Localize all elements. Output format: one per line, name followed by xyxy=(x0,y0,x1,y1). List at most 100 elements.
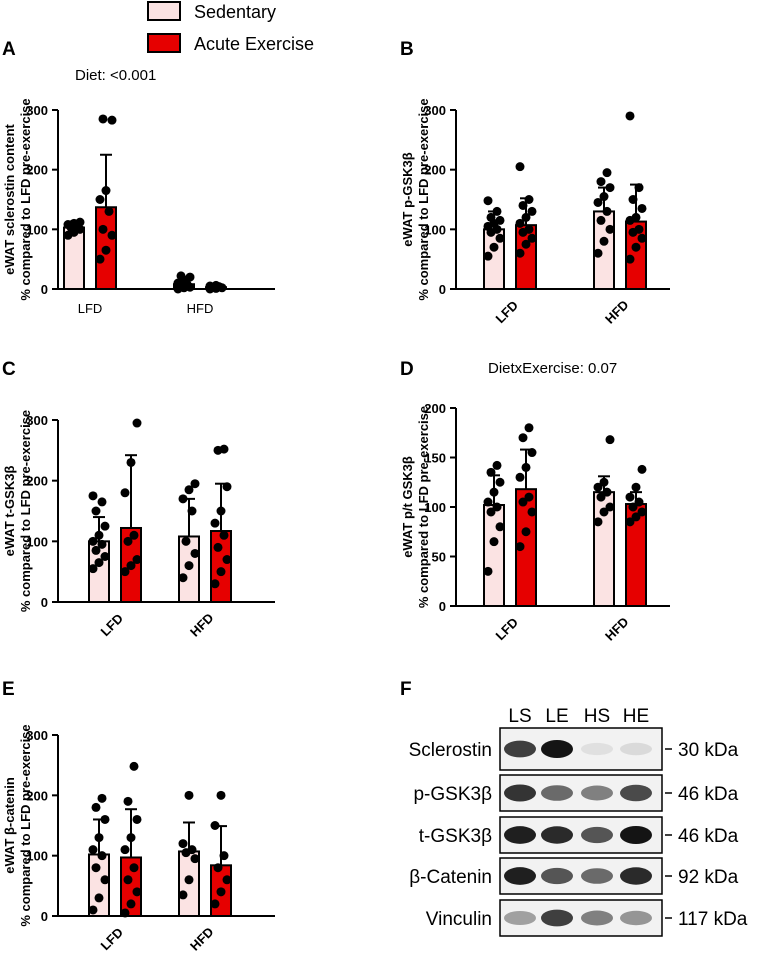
blot-band xyxy=(581,785,613,801)
data-point xyxy=(88,491,98,501)
y-tick-label: 200 xyxy=(26,788,48,803)
data-point xyxy=(98,114,108,124)
kda-label: 117 kDa xyxy=(678,909,748,930)
data-point xyxy=(184,875,194,885)
x-tick-label: HFD xyxy=(187,301,214,316)
y-axis-title: eWAT t-GSK3β xyxy=(2,466,17,557)
data-point xyxy=(631,512,641,522)
y-tick-label: 100 xyxy=(26,534,48,549)
y-tick-label: 0 xyxy=(439,599,446,614)
data-point xyxy=(101,186,111,196)
y-tick-label: 100 xyxy=(424,222,446,237)
x-tick-label: LFD xyxy=(493,615,521,643)
data-point xyxy=(120,845,130,855)
data-point xyxy=(602,168,612,178)
y-tick-label: 200 xyxy=(424,401,446,416)
data-point xyxy=(483,497,493,507)
data-point xyxy=(178,573,188,583)
data-point xyxy=(210,821,220,830)
y-tick-label: 300 xyxy=(424,103,446,118)
data-point xyxy=(91,506,101,516)
y-tick-label: 0 xyxy=(41,909,48,924)
data-point xyxy=(94,833,104,843)
data-point xyxy=(104,206,114,216)
data-point xyxy=(190,548,200,558)
data-point xyxy=(596,215,606,225)
data-point xyxy=(631,242,641,252)
data-point xyxy=(213,542,223,552)
data-point xyxy=(495,215,505,225)
data-point xyxy=(210,579,220,589)
data-point xyxy=(132,418,142,428)
blot-band xyxy=(541,740,573,758)
blot-band xyxy=(541,867,573,885)
data-point xyxy=(518,497,528,507)
chart-e: 0 100 200 300 eWAT β-catenin% compared to LF… xyxy=(2,724,275,954)
blot-row-t-gsk3-: t-GSK3β 46 kDa xyxy=(419,816,739,854)
data-point xyxy=(178,494,188,504)
data-point xyxy=(222,555,232,565)
data-point xyxy=(602,487,612,497)
blot-band xyxy=(620,826,652,844)
data-point xyxy=(222,875,232,885)
data-point xyxy=(185,272,195,282)
data-point xyxy=(126,561,136,571)
y-tick-label: 100 xyxy=(424,500,446,515)
data-point xyxy=(120,488,130,498)
data-point xyxy=(634,183,644,193)
y-tick-label: 0 xyxy=(41,282,48,297)
data-point xyxy=(599,236,609,246)
panel-d-annotation: DietxExercise: 0.07 xyxy=(488,360,617,377)
data-point xyxy=(184,790,194,800)
data-point xyxy=(94,893,104,903)
blot-row-sclerostin: Sclerostin 30 kDa xyxy=(409,727,739,771)
data-point xyxy=(75,217,85,227)
kda-label: 92 kDa xyxy=(678,867,739,888)
data-point xyxy=(107,230,117,240)
panel-a-annotation: Diet: <0.001 xyxy=(75,67,156,84)
legend-label-sedentary: Sedentary xyxy=(194,2,276,22)
data-point xyxy=(599,477,609,487)
data-point xyxy=(495,522,505,532)
data-point xyxy=(515,542,525,552)
data-point xyxy=(126,899,136,909)
bar-sedentary xyxy=(483,504,505,607)
blot-row-label: Vinculin xyxy=(426,909,492,930)
data-point xyxy=(628,502,638,512)
blot-row-label: t-GSK3β xyxy=(419,826,492,847)
y-axis-title: eWAT p/t GSK3β xyxy=(400,456,415,558)
data-point xyxy=(483,566,493,576)
bar-acute-exercise xyxy=(120,856,142,918)
blot-row--catenin: β-Catenin 92 kDa xyxy=(409,857,739,895)
y-axis-title: % compared to LFD pre-exercise xyxy=(18,724,33,926)
data-point xyxy=(184,561,194,571)
data-point xyxy=(515,162,525,172)
data-point xyxy=(120,908,130,918)
panel-letter-d: D xyxy=(400,359,414,380)
data-point xyxy=(634,224,644,234)
panel-letter-c: C xyxy=(2,359,16,380)
data-point xyxy=(489,242,499,252)
lane-label: HS xyxy=(584,706,610,727)
data-point xyxy=(637,507,647,517)
data-point xyxy=(123,536,133,546)
data-point xyxy=(515,472,525,482)
y-axis-title: % compared to LFD pre-exercise xyxy=(18,98,33,300)
kda-label: 46 kDa xyxy=(678,826,739,847)
data-point xyxy=(518,433,528,443)
data-point xyxy=(486,507,496,517)
data-point xyxy=(176,271,186,281)
blot-band xyxy=(541,826,573,844)
data-point xyxy=(219,851,229,861)
x-tick-label: HFD xyxy=(187,610,216,639)
data-point xyxy=(210,518,220,528)
data-point xyxy=(631,482,641,492)
data-point xyxy=(593,517,603,527)
data-point xyxy=(515,218,525,228)
data-point xyxy=(605,502,615,512)
x-tick-label: LFD xyxy=(98,925,126,953)
data-point xyxy=(190,854,200,864)
data-point xyxy=(181,536,191,546)
blot-row-label: p-GSK3β xyxy=(413,784,492,805)
